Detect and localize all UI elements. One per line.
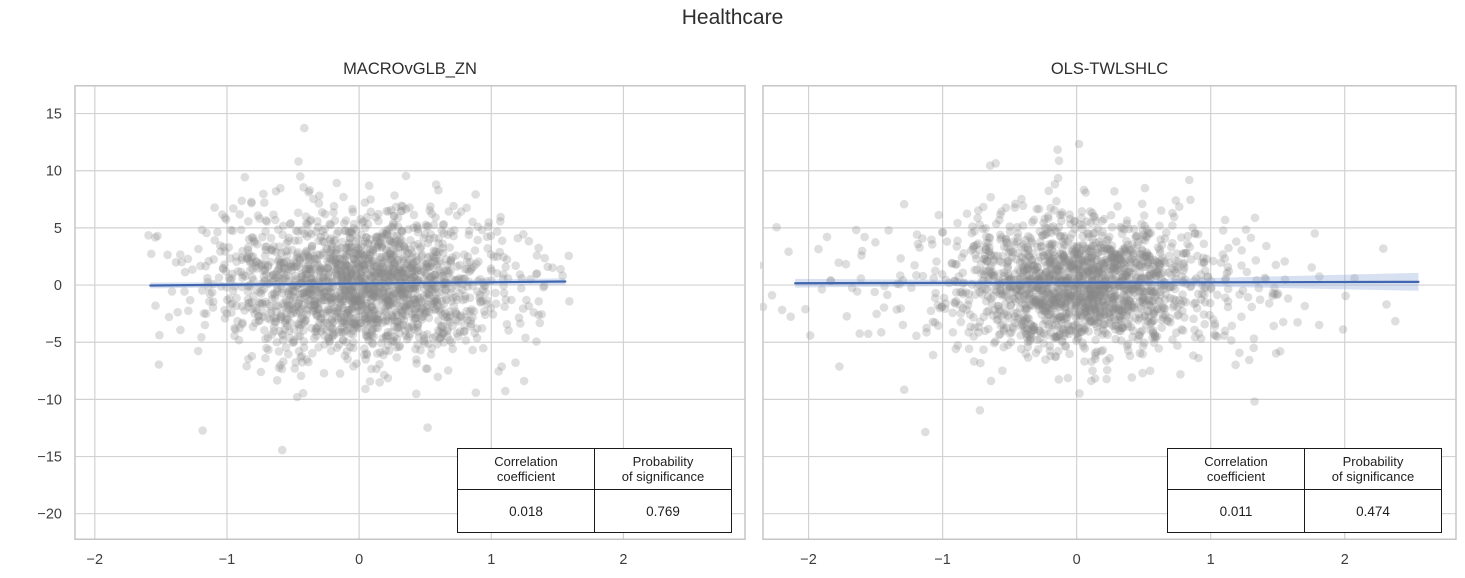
figure-title: Healthcare xyxy=(681,6,784,29)
left-corr-value: 0.018 xyxy=(457,489,595,533)
svg-text:−2: −2 xyxy=(87,552,104,568)
right-corr-header: Correlation coefficient xyxy=(1167,448,1305,490)
svg-text:−20: −20 xyxy=(37,507,62,523)
svg-text:−10: −10 xyxy=(37,392,62,408)
right-plot-title: OLS-TWLSHLC xyxy=(1050,60,1169,78)
right-stats-table: Correlation coefficient Probability of s… xyxy=(1167,448,1442,533)
left-prob-value: 0.769 xyxy=(594,489,732,533)
svg-text:0: 0 xyxy=(54,278,62,294)
svg-text:−5: −5 xyxy=(45,335,62,351)
svg-text:1: 1 xyxy=(487,552,495,568)
svg-text:1: 1 xyxy=(1207,552,1215,568)
svg-text:0: 0 xyxy=(355,552,363,568)
right-corr-value: 0.011 xyxy=(1167,489,1305,533)
svg-text:−15: −15 xyxy=(37,450,62,466)
svg-text:−1: −1 xyxy=(219,552,236,568)
svg-text:2: 2 xyxy=(1341,552,1349,568)
right-prob-value: 0.474 xyxy=(1304,489,1442,533)
left-prob-header: Probability of significance xyxy=(594,448,732,490)
right-prob-header: Probability of significance xyxy=(1304,448,1442,490)
svg-text:−1: −1 xyxy=(934,552,951,568)
right-scatter-plot: −2 −1 0 1 2 xyxy=(760,85,1457,568)
svg-text:0: 0 xyxy=(1073,552,1081,568)
svg-text:15: 15 xyxy=(46,107,62,123)
svg-text:−2: −2 xyxy=(800,552,817,568)
left-plot-title: MACROvGLB_ZN xyxy=(343,60,477,78)
svg-text:5: 5 xyxy=(54,221,62,237)
svg-text:10: 10 xyxy=(46,164,62,180)
left-stats-table: Correlation coefficient Probability of s… xyxy=(457,448,732,533)
svg-text:2: 2 xyxy=(619,552,627,568)
left-corr-header: Correlation coefficient xyxy=(457,448,595,490)
